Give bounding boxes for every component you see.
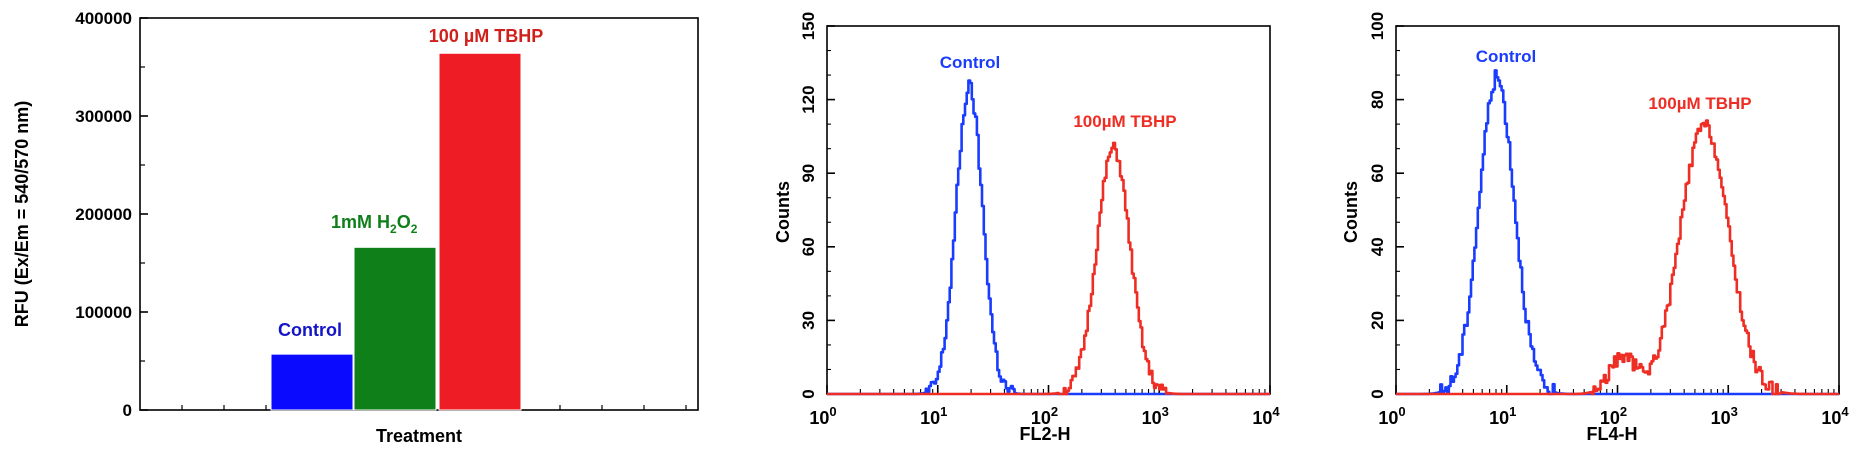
bar-y-tick-label: 300000 <box>75 107 132 126</box>
fl2-x-ticks: 100 101 102 103 104 <box>809 385 1280 428</box>
fl4-y-axis-label: Counts <box>1341 181 1361 243</box>
bar-h2o2 <box>353 246 437 411</box>
hist-x-tick-label: 104 <box>1821 404 1849 428</box>
bar-y-ticks: 0 100000 200000 300000 400000 <box>75 9 148 420</box>
bar-control <box>270 353 354 411</box>
hist-x-tick-label: 104 <box>1252 404 1280 428</box>
hist-x-tick-label: 100 <box>1378 404 1405 428</box>
bar-y-tick-label: 400000 <box>75 9 132 28</box>
bar-chart-panel: RFU (Ex/Em = 540/570 nm) Treatment 0 1000… <box>12 9 699 446</box>
hist-y-tick-label: 60 <box>1368 164 1387 183</box>
bar-y-axis-label: RFU (Ex/Em = 540/570 nm) <box>12 101 32 328</box>
fl2-plot-frame <box>826 25 1271 395</box>
bar-y-tick-label: 200000 <box>75 205 132 224</box>
hist-y-tick-label: 80 <box>1368 90 1387 109</box>
hist-x-tick-label: 101 <box>920 404 947 428</box>
bar-y-tick-label: 100000 <box>75 303 132 322</box>
h2o2-text-1: 1mM H <box>331 212 390 232</box>
hist-curve-tbhp <box>827 141 1270 396</box>
hist-y-tick-label: 0 <box>1368 389 1387 398</box>
fl4-histogram-panel: Counts FL4-H 0 20 40 60 80 100 100 101 102 103 10… <box>1341 12 1849 444</box>
hist-x-tick-label: 100 <box>809 404 836 428</box>
fl4-series <box>1396 69 1839 396</box>
fl2-series <box>827 79 1270 396</box>
fl2-y-ticks: 0 30 60 90 120 150 <box>799 12 835 399</box>
hist-x-tick-label: 103 <box>1142 404 1169 428</box>
hist-curve-control <box>1396 69 1839 396</box>
bar-x-axis-label: Treatment <box>376 426 462 446</box>
hist-y-tick-label: 120 <box>799 85 818 113</box>
hist-y-tick-label: 150 <box>799 12 818 40</box>
fl4-legend-control: Control <box>1476 47 1536 66</box>
hist-y-tick-label: 40 <box>1368 237 1387 256</box>
hist-y-tick-label: 0 <box>799 389 818 398</box>
fl2-legend-control: Control <box>940 53 1000 72</box>
fl2-x-axis-label: FL2-H <box>1020 424 1071 444</box>
hist-curve-tbhp <box>1396 119 1839 396</box>
bar-label-tbhp: 100 µM TBHP <box>429 26 543 46</box>
h2o2-sub-2: 2 <box>411 222 418 236</box>
fl4-y-ticks: 0 20 40 60 80 100 <box>1368 12 1404 399</box>
bar-label-h2o2: 1mM H2O2 <box>331 212 418 236</box>
hist-y-tick-label: 100 <box>1368 12 1387 40</box>
hist-x-tick-label: 102 <box>1031 404 1058 428</box>
hist-x-tick-label: 102 <box>1600 404 1627 428</box>
hist-y-tick-label: 20 <box>1368 311 1387 330</box>
bar-label-control: Control <box>278 320 342 340</box>
fl2-legend-tbhp: 100µM TBHP <box>1073 112 1176 131</box>
fl4-legend-tbhp: 100µM TBHP <box>1648 94 1751 113</box>
bar-series <box>270 52 522 411</box>
h2o2-text-2: O <box>397 212 411 232</box>
hist-x-tick-label: 101 <box>1489 404 1516 428</box>
hist-curve-control <box>827 79 1270 396</box>
bar-tbhp <box>438 52 522 411</box>
h2o2-sub-1: 2 <box>390 222 397 236</box>
fl4-x-axis-label: FL4-H <box>1587 424 1638 444</box>
hist-x-tick-label: 103 <box>1711 404 1738 428</box>
hist-y-tick-label: 30 <box>799 311 818 330</box>
fl2-y-axis-label: Counts <box>773 181 793 243</box>
hist-y-tick-label: 90 <box>799 164 818 183</box>
bar-y-tick-label: 0 <box>123 401 132 420</box>
hist-y-tick-label: 60 <box>799 237 818 256</box>
